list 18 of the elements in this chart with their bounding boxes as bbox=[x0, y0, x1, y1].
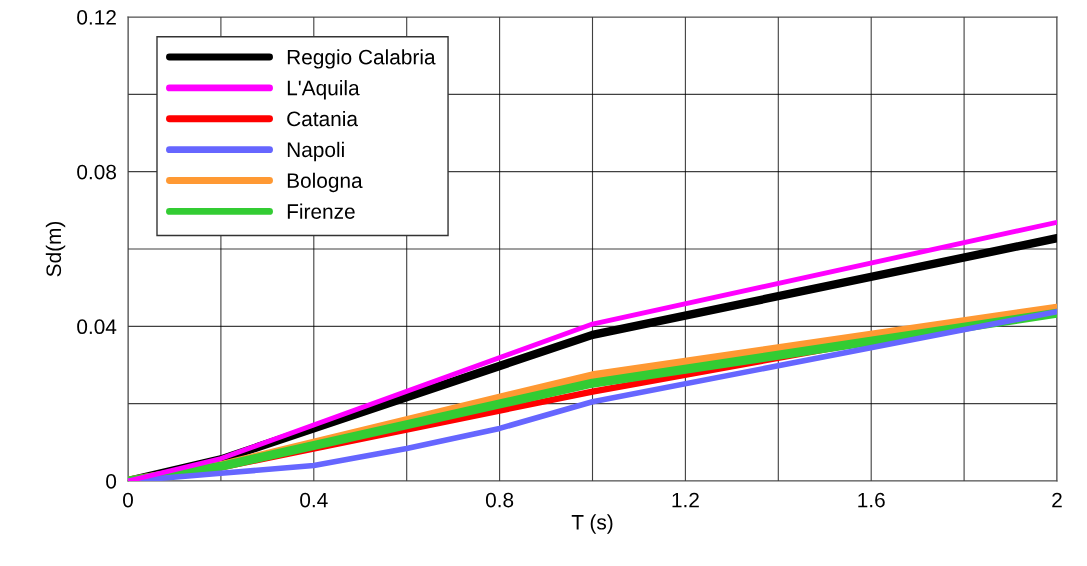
y-tick-label: 0.12 bbox=[77, 10, 116, 25]
x-tick-label: 1.6 bbox=[858, 492, 885, 508]
legend-label: L'Aquila bbox=[287, 80, 360, 100]
x-tick-label: 0.8 bbox=[485, 492, 514, 508]
y-tick-label: 0 bbox=[106, 474, 117, 489]
x-tick-label: 2 bbox=[1052, 492, 1062, 508]
legend-label: Napoli bbox=[287, 141, 344, 162]
legend-label: Bologna bbox=[287, 172, 363, 193]
legend-label: Catania bbox=[287, 110, 358, 127]
y-axis-title: Sd(m) bbox=[45, 221, 66, 277]
x-tick-label: 0 bbox=[123, 492, 133, 508]
legend-label: Reggio Calabria bbox=[287, 49, 436, 69]
legend-label: Firenze bbox=[287, 203, 355, 219]
y-tick-label: 0.04 bbox=[77, 319, 117, 335]
x-axis-title: T (s) bbox=[571, 514, 613, 534]
y-tick-label: 0.08 bbox=[77, 164, 116, 180]
x-tick-label: 1.2 bbox=[672, 492, 699, 508]
x-tick-label: 0.4 bbox=[300, 492, 328, 508]
